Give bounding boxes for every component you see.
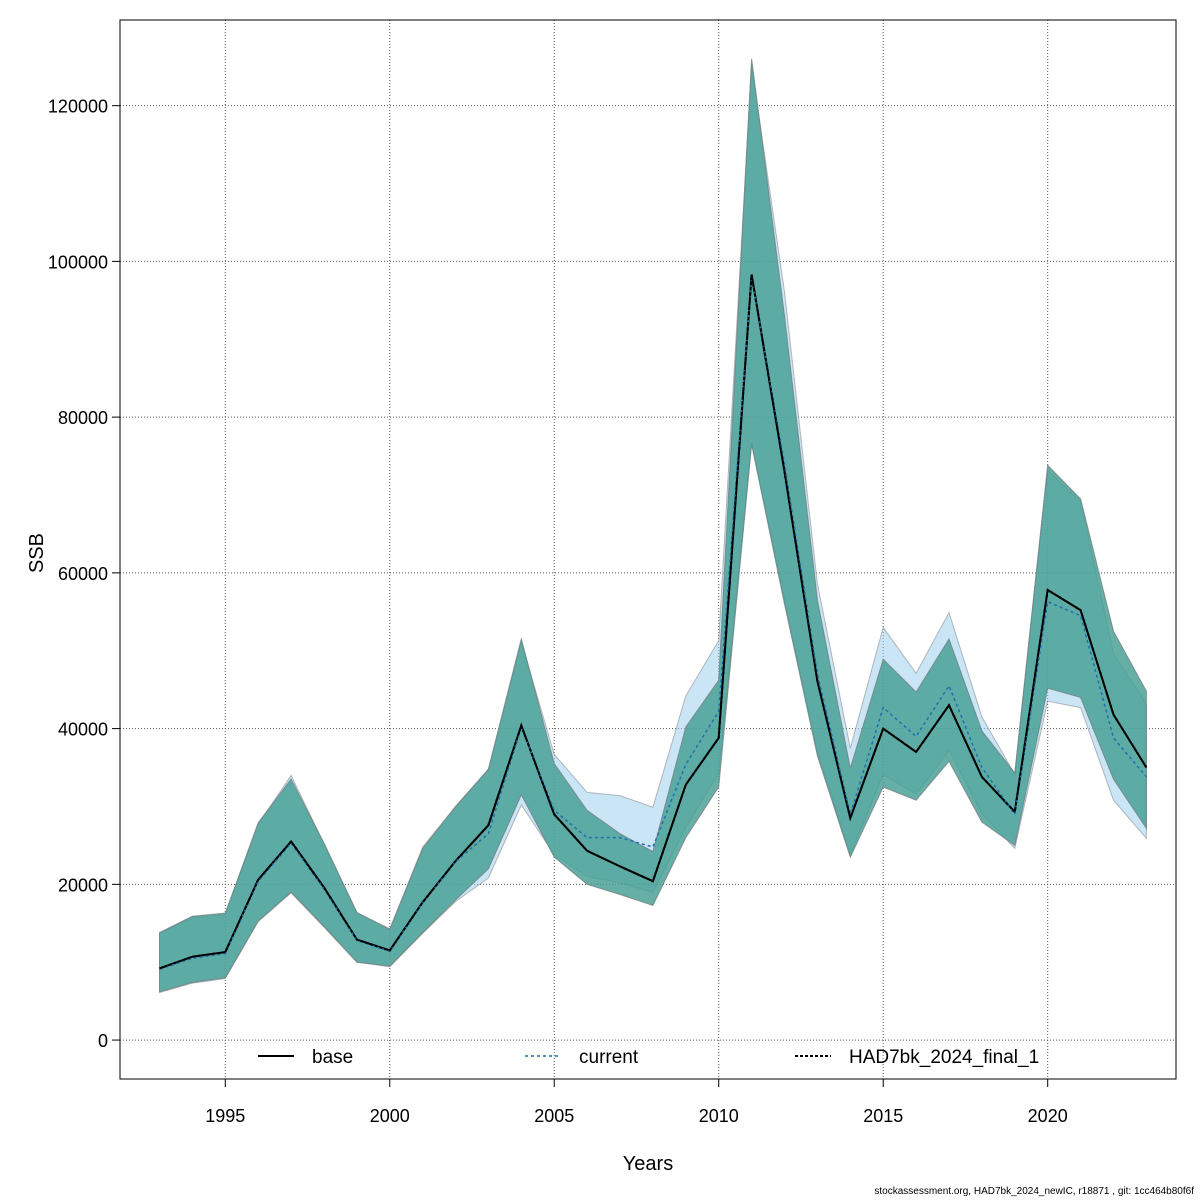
- legend-label-2: current: [579, 1047, 639, 1068]
- y-tick-label: 100000: [48, 252, 108, 272]
- x-tick-label: 1995: [205, 1106, 245, 1126]
- x-tick-label: 2005: [534, 1106, 574, 1126]
- legend-label-1: base: [312, 1047, 353, 1068]
- confidence-band-3: [159, 58, 1147, 993]
- y-tick-label: 80000: [58, 408, 108, 428]
- y-tick-label: 60000: [58, 564, 108, 584]
- plot-frame: [119, 19, 1177, 1080]
- series-line-3: [159, 274, 1148, 970]
- confidence-bands: [159, 58, 1147, 994]
- axes: 1995 2000 2005 2010 2015 2020 0 20000 40000 60000…: [48, 19, 1177, 1126]
- grid-lines: [120, 20, 1176, 1079]
- series-lines: [159, 274, 1148, 970]
- y-tick-label: 20000: [58, 875, 108, 895]
- y-tick-label: 0: [98, 1031, 108, 1051]
- x-axis-label: Years: [623, 1153, 673, 1175]
- y-axis-label: SSB: [26, 533, 48, 573]
- footer-credit: stockassessment.org, HAD7bk_2024_newIC, …: [874, 1186, 1194, 1197]
- x-tick-label: 2015: [863, 1106, 903, 1126]
- y-tick-label: 120000: [48, 97, 108, 117]
- legend-label-3: HAD7bk_2024_final_1: [849, 1047, 1039, 1068]
- legend: base current HAD7bk_2024_final_1: [258, 1047, 1039, 1068]
- y-tick-label: 40000: [58, 720, 108, 740]
- x-tick-label: 2010: [699, 1106, 739, 1126]
- x-tick-label: 2000: [370, 1106, 410, 1126]
- x-tick-label: 2020: [1028, 1106, 1068, 1126]
